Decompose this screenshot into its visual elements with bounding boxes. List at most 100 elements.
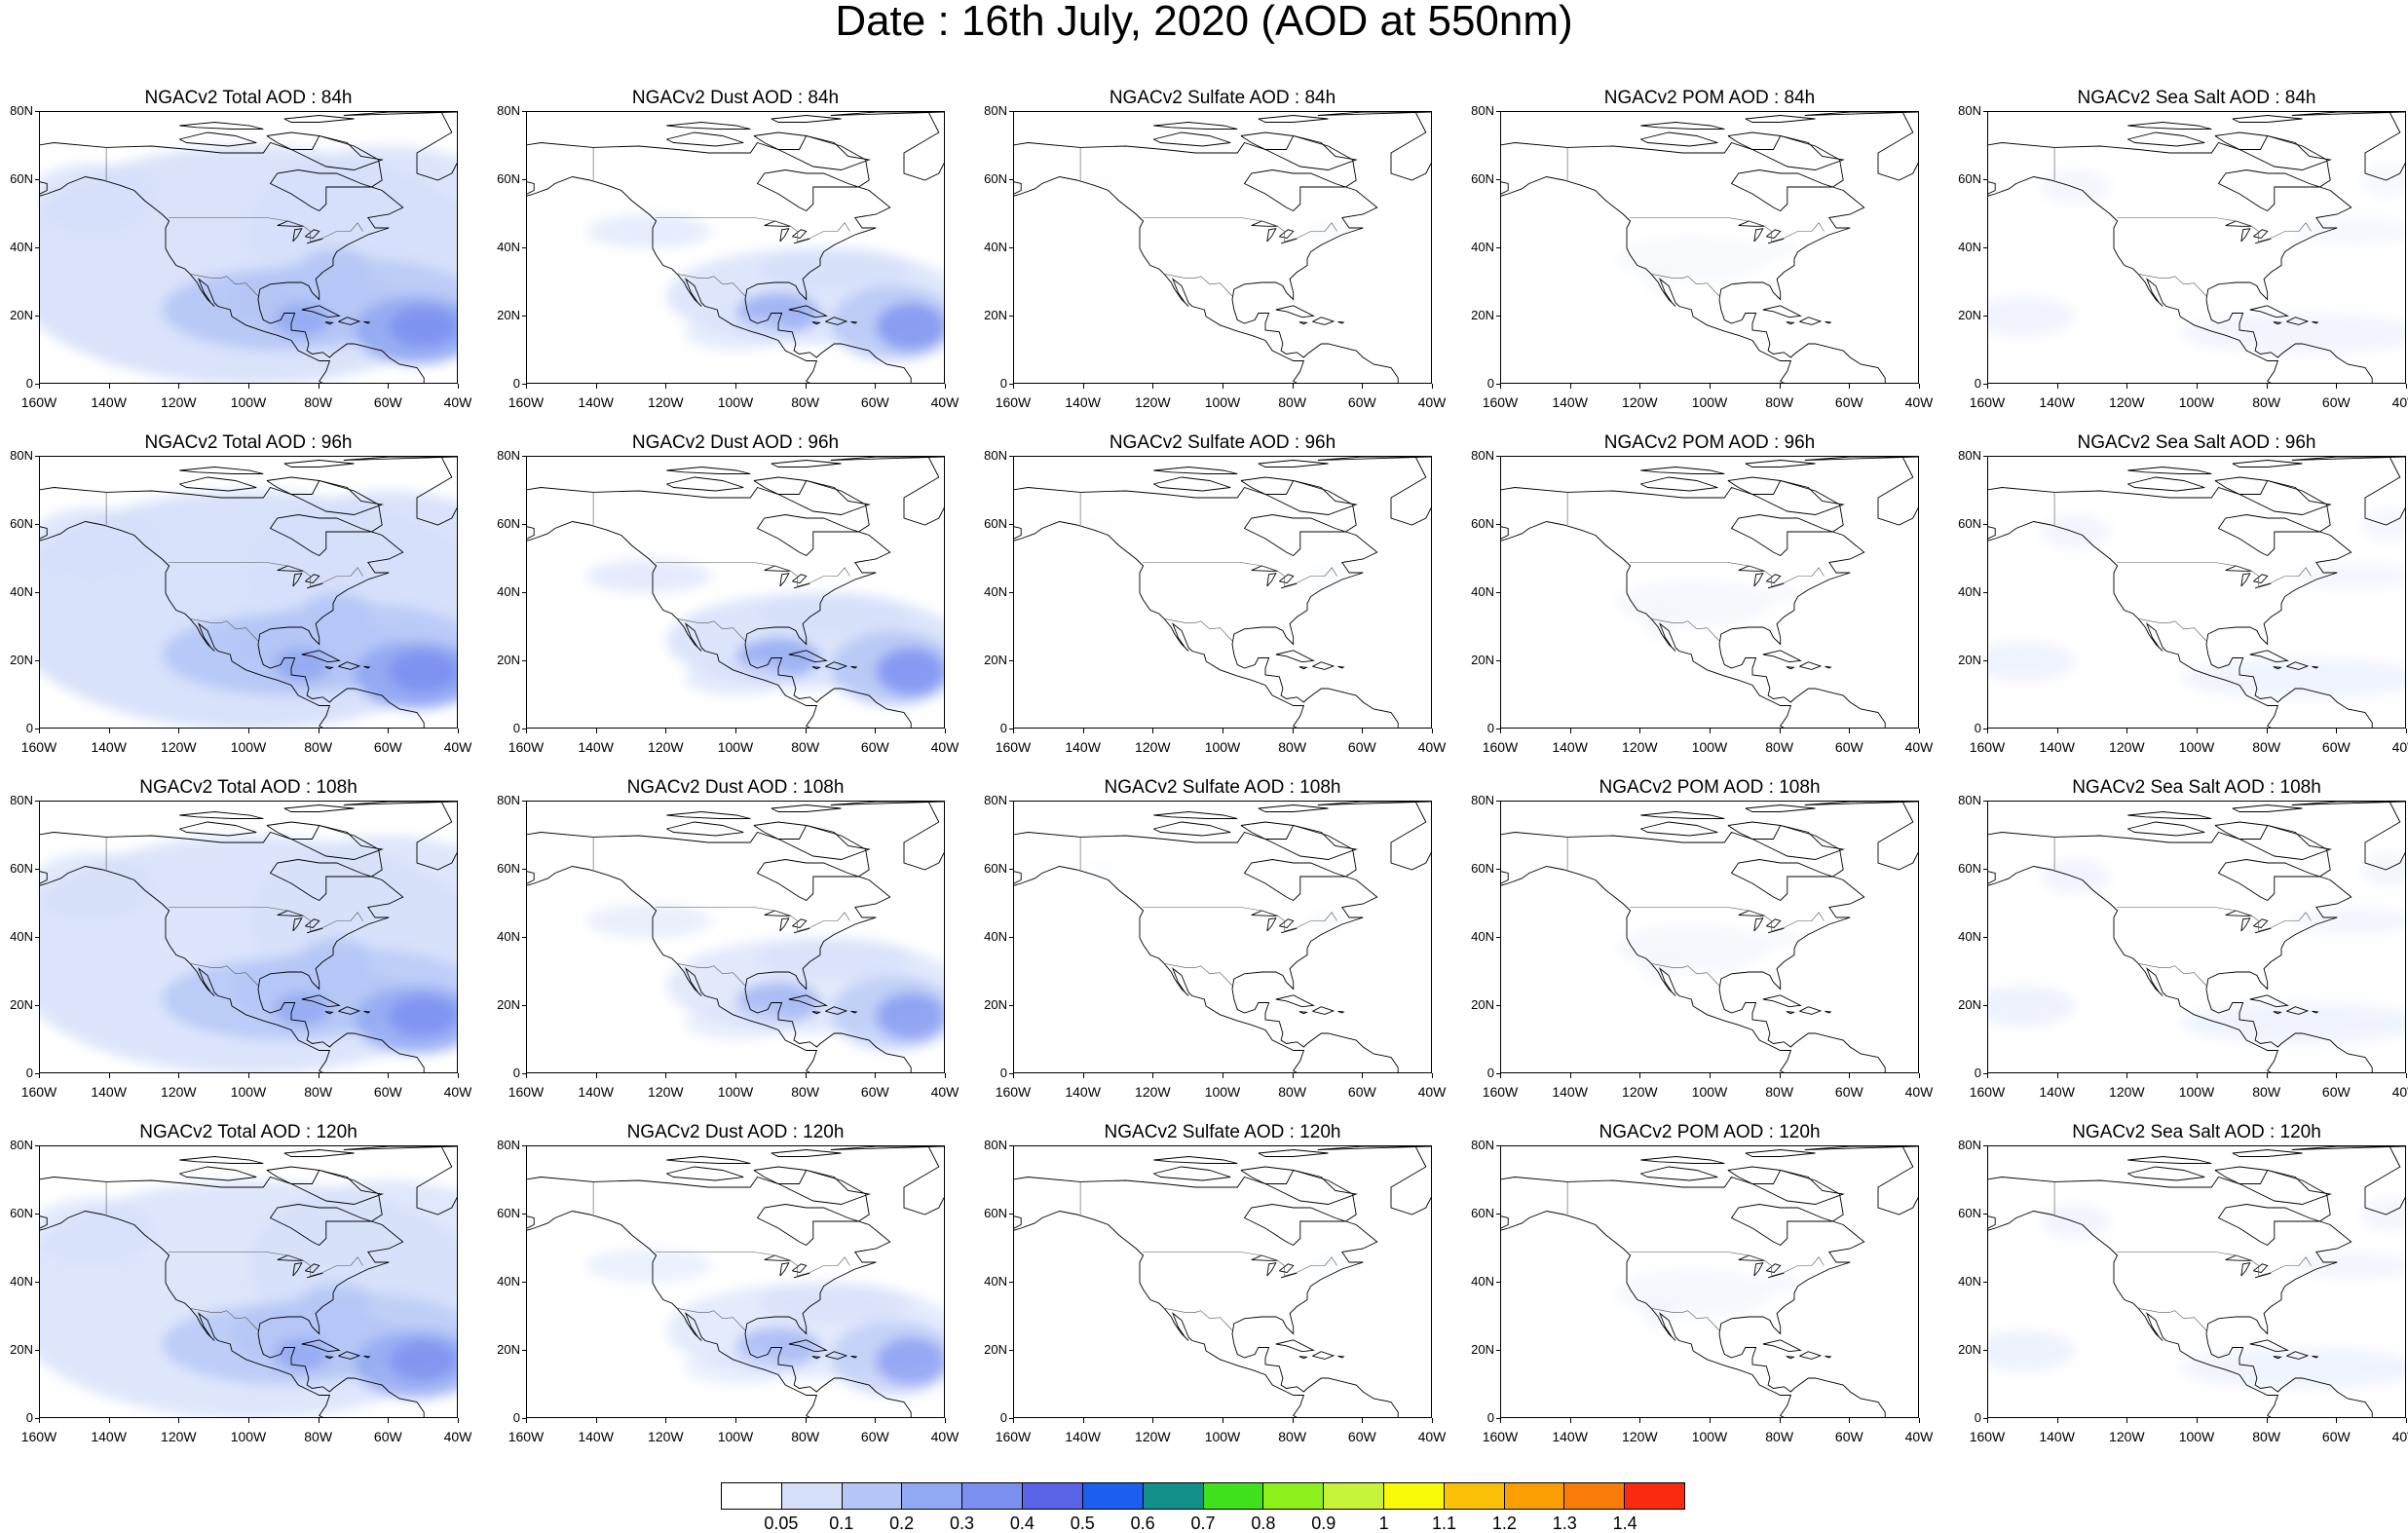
- latitude-tick: [1983, 524, 1987, 525]
- longitude-tick: [1082, 384, 1084, 389]
- aod-region: [2361, 852, 2405, 887]
- coast-atlantic: [527, 479, 912, 728]
- longitude-tick: [1292, 1418, 1294, 1423]
- longitude-label: 100W: [2178, 739, 2215, 755]
- great-lake: [793, 238, 810, 244]
- country-borders: [1566, 1181, 1825, 1331]
- great-lake: [306, 927, 323, 934]
- caribbean-island: [850, 1355, 858, 1359]
- aod-region: [1083, 518, 1119, 532]
- longitude-label: 100W: [2178, 1084, 2215, 1100]
- arctic-island: [343, 802, 457, 871]
- latitude-label: 20N: [1958, 308, 1981, 322]
- caribbean-island: [1799, 661, 1823, 670]
- arctic-island: [2214, 476, 2332, 515]
- latitude-label: 20N: [497, 308, 520, 322]
- longitude-label: 100W: [230, 739, 267, 755]
- arctic-island: [1727, 821, 1845, 860]
- longitude-label: 40W: [930, 394, 959, 410]
- aod-field: [1616, 235, 1802, 296]
- longitude-label: 100W: [1691, 1084, 1728, 1100]
- caribbean-island: [1298, 666, 1308, 670]
- us-canada-border: [1629, 1252, 1825, 1277]
- arctic-island: [771, 1149, 842, 1157]
- longitude-tick: [1292, 1073, 1294, 1078]
- longitude-tick: [2336, 384, 2338, 389]
- aod-map: [527, 1146, 944, 1417]
- longitude-label: 120W: [1135, 739, 1171, 755]
- longitude-tick: [1710, 729, 1711, 733]
- longitude-tick: [458, 729, 459, 733]
- longitude-tick: [248, 384, 249, 389]
- latitude-label: 60N: [1958, 516, 1981, 531]
- latitude-tick: [35, 1073, 39, 1074]
- caribbean-island: [1799, 1006, 1823, 1015]
- caribbean-island: [1786, 1356, 1795, 1360]
- caribbean-island: [2312, 665, 2319, 669]
- longitude-label: 60W: [373, 1429, 402, 1444]
- country-borders: [2053, 147, 2312, 297]
- arctic-island: [1153, 131, 1231, 147]
- map-plot-area: [526, 801, 945, 1073]
- caribbean-island: [363, 320, 371, 324]
- arctic-island: [1240, 131, 1358, 170]
- us-canada-border: [2116, 217, 2312, 243]
- longitude-label: 40W: [1904, 1084, 1934, 1100]
- latitude-label: 20N: [1471, 997, 1494, 1012]
- longitude-tick: [1013, 1073, 1014, 1078]
- coast-pacific: [1014, 1211, 1305, 1417]
- coast-pacific: [527, 866, 818, 1072]
- longitude-label: 80W: [1765, 1429, 1794, 1444]
- map-plot-area: [1500, 801, 1919, 1073]
- aod-field: [1083, 518, 1349, 586]
- latitude-tick: [1009, 1073, 1013, 1074]
- latitude-label: 80N: [10, 448, 33, 463]
- longitude-tick: [1500, 1418, 1501, 1423]
- map-plot-area: [526, 456, 945, 729]
- latitude-tick: [522, 179, 526, 180]
- map-panel: NGACv2 Sea Salt AOD : 84h 80N 60N 40N 20N 0 16…: [1948, 88, 2408, 423]
- latitude-label: 40N: [1471, 584, 1494, 599]
- caribbean-island: [850, 320, 858, 324]
- longitude-label: 140W: [1065, 739, 1101, 755]
- latitude-label: 20N: [497, 1342, 520, 1357]
- colorbar-swatch: [1263, 1483, 1325, 1509]
- coast-pacific: [1501, 866, 1792, 1072]
- longitude-tick: [1362, 729, 1364, 733]
- latitude-tick: [35, 316, 39, 317]
- aod-map: [1501, 802, 1918, 1072]
- map-plot-area: [1013, 456, 1432, 729]
- map-panel: NGACv2 POM AOD : 84h 80N 60N 40N 20N 0 160W 140…: [1461, 88, 1938, 423]
- us-canada-border: [655, 907, 850, 932]
- latitude-tick: [1983, 1005, 1987, 1006]
- coast-atlantic: [527, 134, 912, 383]
- longitude-tick: [2406, 1073, 2407, 1078]
- us-mexico-border: [2138, 963, 2207, 987]
- longitude-tick: [735, 729, 736, 733]
- longitude-label: 140W: [1552, 1084, 1588, 1100]
- latitude-label: 0: [1486, 721, 1494, 735]
- aod-region: [757, 938, 912, 979]
- colorbar-label: 0.7: [1190, 1514, 1216, 1533]
- latitude-tick: [1983, 1350, 1987, 1351]
- coast-atlantic: [527, 1169, 912, 1417]
- caribbean-island: [2273, 1011, 2282, 1015]
- coastline: [1014, 802, 1431, 1072]
- great-lake: [306, 582, 323, 589]
- great-lake: [2240, 228, 2251, 243]
- longitude-tick: [1919, 729, 1920, 733]
- arctic-island: [666, 821, 744, 837]
- map-panel: NGACv2 Sea Salt AOD : 108h 80N 60N 40N 20N 0 1…: [1948, 777, 2408, 1112]
- us-canada-border: [1629, 562, 1825, 587]
- latitude-label: 80N: [497, 1138, 520, 1152]
- latitude-tick: [1009, 456, 1013, 457]
- great-lake: [1266, 917, 1277, 932]
- latitude-tick: [522, 1005, 526, 1006]
- longitude-label: 120W: [161, 739, 197, 755]
- aod-region: [2361, 507, 2405, 542]
- country-borders: [105, 492, 363, 642]
- aod-field: [1616, 580, 1802, 641]
- latitude-label: 0: [999, 1410, 1007, 1425]
- panel-title: NGACv2 Sea Salt AOD : 120h: [2072, 1122, 2321, 1142]
- coastline: [527, 1146, 944, 1417]
